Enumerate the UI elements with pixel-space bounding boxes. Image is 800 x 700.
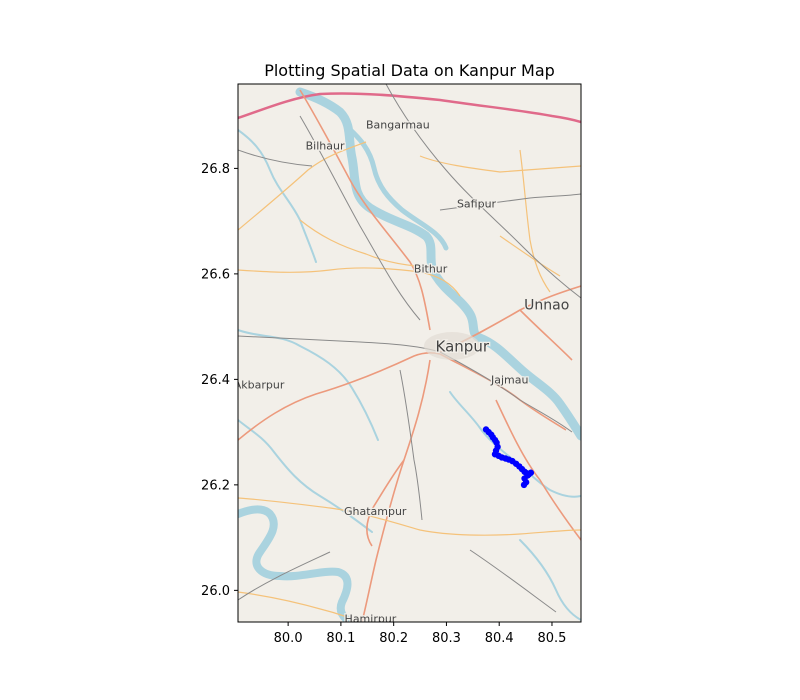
place-label: Ghatampur [344,505,407,518]
road-nh2-west [238,351,441,441]
rail-kanpur-north [299,115,421,321]
road-south-east [495,399,581,541]
road-mid-north [299,219,417,267]
data-point [520,481,528,489]
x-tick-label: 80.1 [326,631,355,646]
y-tick-label: 26.6 [201,267,230,282]
road-bithur [238,267,461,297]
road-north-west [299,89,431,331]
y-tick-label: 26.0 [201,584,230,599]
river-se [519,539,581,621]
place-label: Kanpur [436,338,490,356]
rail-south [399,369,423,521]
place-label: Safipur [457,198,497,211]
y-tick-label: 26.8 [201,162,230,177]
railways [238,84,581,613]
place-label: Akbarpur [234,379,285,392]
road-unnao-north [519,149,551,293]
place-label: Jajmau [490,373,528,386]
road-south [238,497,581,536]
place-label: Hamirpur [345,612,397,625]
highway-north [238,92,581,124]
minor-road-2 [238,149,313,167]
chart-title: Plotting Spatial Data on Kanpur Map [264,61,555,80]
road-bilhaur [238,141,367,231]
place-label: Bithur [414,263,448,276]
secondary-roads [238,141,581,622]
y-tick-label: 26.2 [201,478,230,493]
y-axis: 26.0 26.2 26.4 26.6 26.8 [201,162,238,599]
place-label: Bilhaur [306,140,345,153]
minor-road-1 [439,193,581,211]
place-labels: Bangarmau Bilhaur Safipur Bithur Unnao Kanpur… [234,117,571,625]
x-tick-label: 80.4 [485,631,514,646]
minor-road-3 [469,549,557,613]
road-hamirpur [238,591,359,622]
river-mid [238,329,379,441]
x-tick-label: 80.3 [432,631,461,646]
river-south [238,419,373,533]
x-tick-label: 80.2 [379,631,408,646]
road-kanpur-ghatampur [366,459,405,547]
ganga-river-2 [343,123,449,251]
river-west [238,129,317,263]
rail-west [238,335,441,353]
x-axis: 80.0 80.1 80.2 80.3 80.4 80.5 [274,622,567,646]
road-kanpur-south [361,359,431,622]
basemap: Bangarmau Bilhaur Safipur Bithur Unnao Kanpur… [234,84,581,625]
rail-south-west [238,551,331,601]
x-tick-label: 80.5 [538,631,567,646]
data-points [482,426,535,489]
kanpur-urban-area [424,332,480,360]
y-tick-label: 26.4 [201,373,230,388]
map-background [238,84,581,622]
x-tick-label: 80.0 [274,631,303,646]
place-label: Unnao [524,298,569,314]
axes-frame [237,83,582,623]
ganga-river [295,87,581,441]
road-safipur [419,155,581,173]
place-label: Bangarmau [366,119,430,132]
road-unnao-east [519,309,573,361]
rail-east [439,351,573,433]
road-east [499,235,561,277]
